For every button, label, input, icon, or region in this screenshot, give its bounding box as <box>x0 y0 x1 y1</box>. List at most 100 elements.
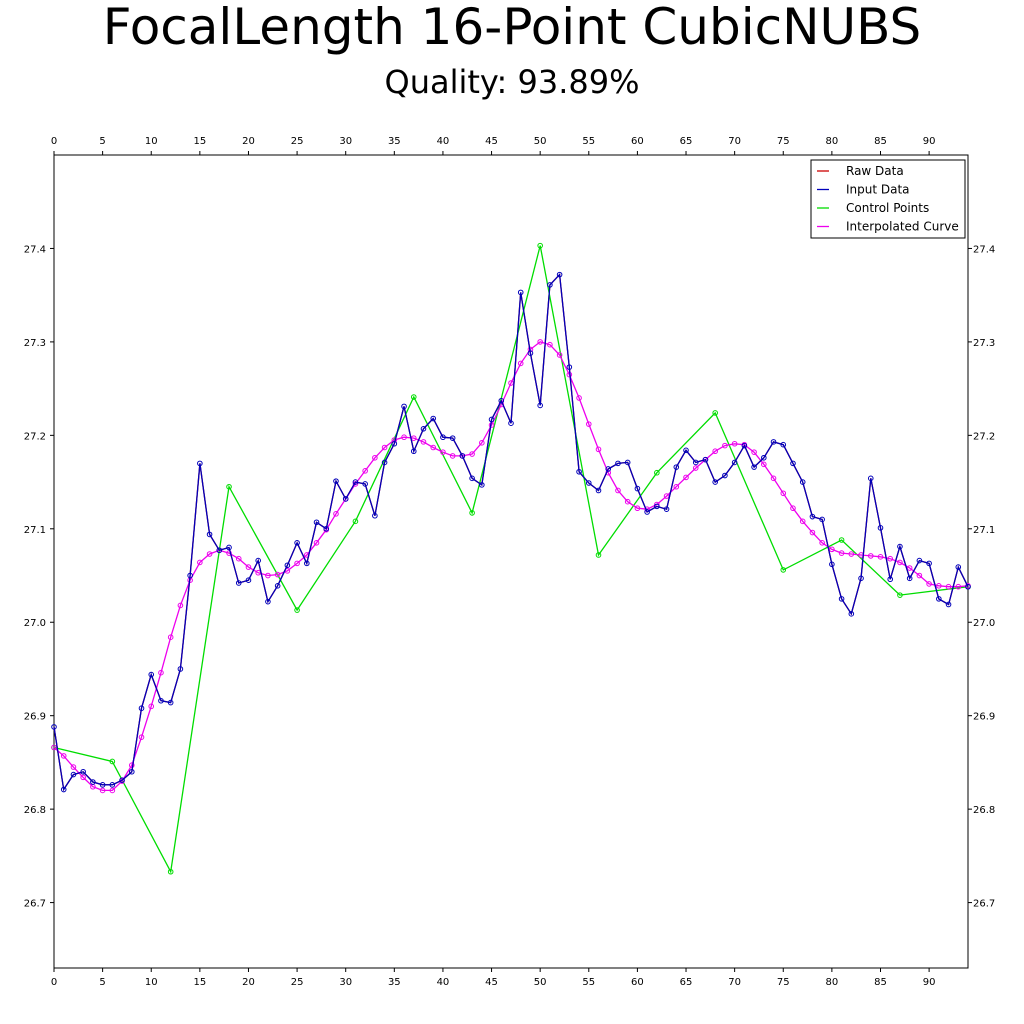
input-data-point <box>420 426 427 432</box>
input-data-point <box>381 459 388 466</box>
interpolated-curve-point <box>770 475 777 482</box>
input-data-point <box>547 282 553 288</box>
input-data-point <box>274 582 281 589</box>
input-data-point <box>313 519 320 526</box>
interpolated-curve-point <box>537 339 543 345</box>
interpolated-curve-point <box>790 505 796 512</box>
y-tick-label-left: 26.7 <box>24 899 46 910</box>
input-data-point <box>158 697 164 704</box>
x-tick-label-bottom: 45 <box>485 977 498 988</box>
input-data-point <box>245 577 252 583</box>
control-points-point <box>595 552 602 558</box>
x-tick-label-top: 0 <box>51 136 57 147</box>
interpolated-curve-point <box>313 540 320 546</box>
y-tick-label-right: 26.8 <box>973 805 995 816</box>
control-points-point <box>654 469 660 476</box>
interpolated-curve-point <box>197 559 203 566</box>
input-data-point <box>255 557 261 564</box>
x-tick-label-top: 80 <box>826 136 839 147</box>
input-data-point <box>605 466 612 472</box>
input-data-point <box>867 475 874 482</box>
plot-frame <box>53 154 969 969</box>
input-data-point <box>799 479 806 485</box>
input-data-point <box>479 482 485 488</box>
control-points-point <box>780 567 787 573</box>
interpolated-curve-point <box>897 559 903 566</box>
interpolated-curve-point <box>731 440 738 447</box>
interpolated-curve-point <box>60 753 67 759</box>
interpolated-curve-point <box>848 551 855 557</box>
axes: 0055101015152020252530303535404045455050… <box>24 136 996 988</box>
control-points-point <box>167 868 174 875</box>
control-points-point <box>294 607 300 613</box>
input-data-point <box>333 478 339 484</box>
input-data-point <box>829 561 835 568</box>
interpolated-curve-point <box>780 490 787 497</box>
interpolated-curve-point <box>381 444 388 451</box>
interpolated-curve-point <box>80 774 86 781</box>
input-data-point <box>566 364 573 370</box>
legend-label-interpolated-curve: Interpolated Curve <box>846 220 959 234</box>
input-data-point <box>945 601 952 608</box>
interpolated-curve-point <box>838 550 845 556</box>
input-data-point <box>702 456 709 463</box>
interpolated-curve-point <box>274 571 281 578</box>
input-data-point <box>469 475 475 482</box>
y-tick-label-left: 27.0 <box>24 618 46 629</box>
input-data-point <box>537 402 543 409</box>
interpolated-curve-point <box>333 511 339 517</box>
input-data-point <box>692 459 699 466</box>
y-tick-label-right: 26.7 <box>973 899 995 910</box>
input-data-point <box>624 459 631 466</box>
input-data-point <box>858 575 864 582</box>
x-tick-label-top: 15 <box>193 136 206 147</box>
control-points-point <box>226 483 232 490</box>
y-tick-label-left: 26.9 <box>24 712 46 723</box>
input-data-point <box>615 460 621 467</box>
control-points-series <box>51 242 971 875</box>
input-data-point <box>887 576 894 583</box>
x-tick-label-top: 45 <box>485 136 498 147</box>
interpolated-curve-point <box>294 560 300 567</box>
interpolated-curve-point <box>245 564 252 570</box>
y-tick-label-right: 27.3 <box>973 338 995 349</box>
interpolated-curve-point <box>372 454 378 461</box>
x-tick-label-bottom: 60 <box>631 977 644 988</box>
input-data-point <box>70 771 77 778</box>
y-tick-label-left: 27.2 <box>24 431 46 442</box>
input-data-point <box>372 512 378 519</box>
input-data-point <box>527 350 534 356</box>
control-points-point <box>410 394 417 400</box>
interpolated-curve-point <box>955 583 962 590</box>
input-data-point <box>722 472 728 479</box>
interpolated-curve-point <box>576 395 582 401</box>
input-data-point <box>401 403 407 410</box>
y-tick-label-right: 27.0 <box>973 618 995 629</box>
input-data-point <box>683 447 689 454</box>
raw-data-series <box>53 273 969 792</box>
y-tick-label-left: 27.1 <box>24 525 46 536</box>
interpolated-curve-point <box>692 465 699 471</box>
input-data-point <box>741 442 748 449</box>
input-data-line <box>53 273 969 792</box>
interpolated-curve-point <box>926 581 932 587</box>
input-data-point <box>906 575 913 582</box>
interpolated-curve-point <box>449 453 456 459</box>
input-data-point <box>459 453 466 459</box>
x-tick-label-bottom: 50 <box>534 977 547 988</box>
x-tick-label-top: 40 <box>437 136 450 147</box>
interpolated-curve-series <box>51 339 971 794</box>
x-tick-label-top: 55 <box>582 136 595 147</box>
input-data-point <box>294 540 300 546</box>
input-data-point <box>206 531 213 538</box>
y-tick-label-right: 27.1 <box>973 525 995 536</box>
interpolated-curve-point <box>70 764 77 770</box>
input-data-point <box>644 509 650 515</box>
input-data-point <box>177 666 184 672</box>
interpolated-curve-point <box>517 360 524 367</box>
input-data-point <box>430 415 437 422</box>
x-tick-label-top: 10 <box>145 136 158 147</box>
control-points-line <box>53 245 969 874</box>
x-tick-label-top: 75 <box>777 136 790 147</box>
interpolated-curve-point <box>683 474 689 481</box>
